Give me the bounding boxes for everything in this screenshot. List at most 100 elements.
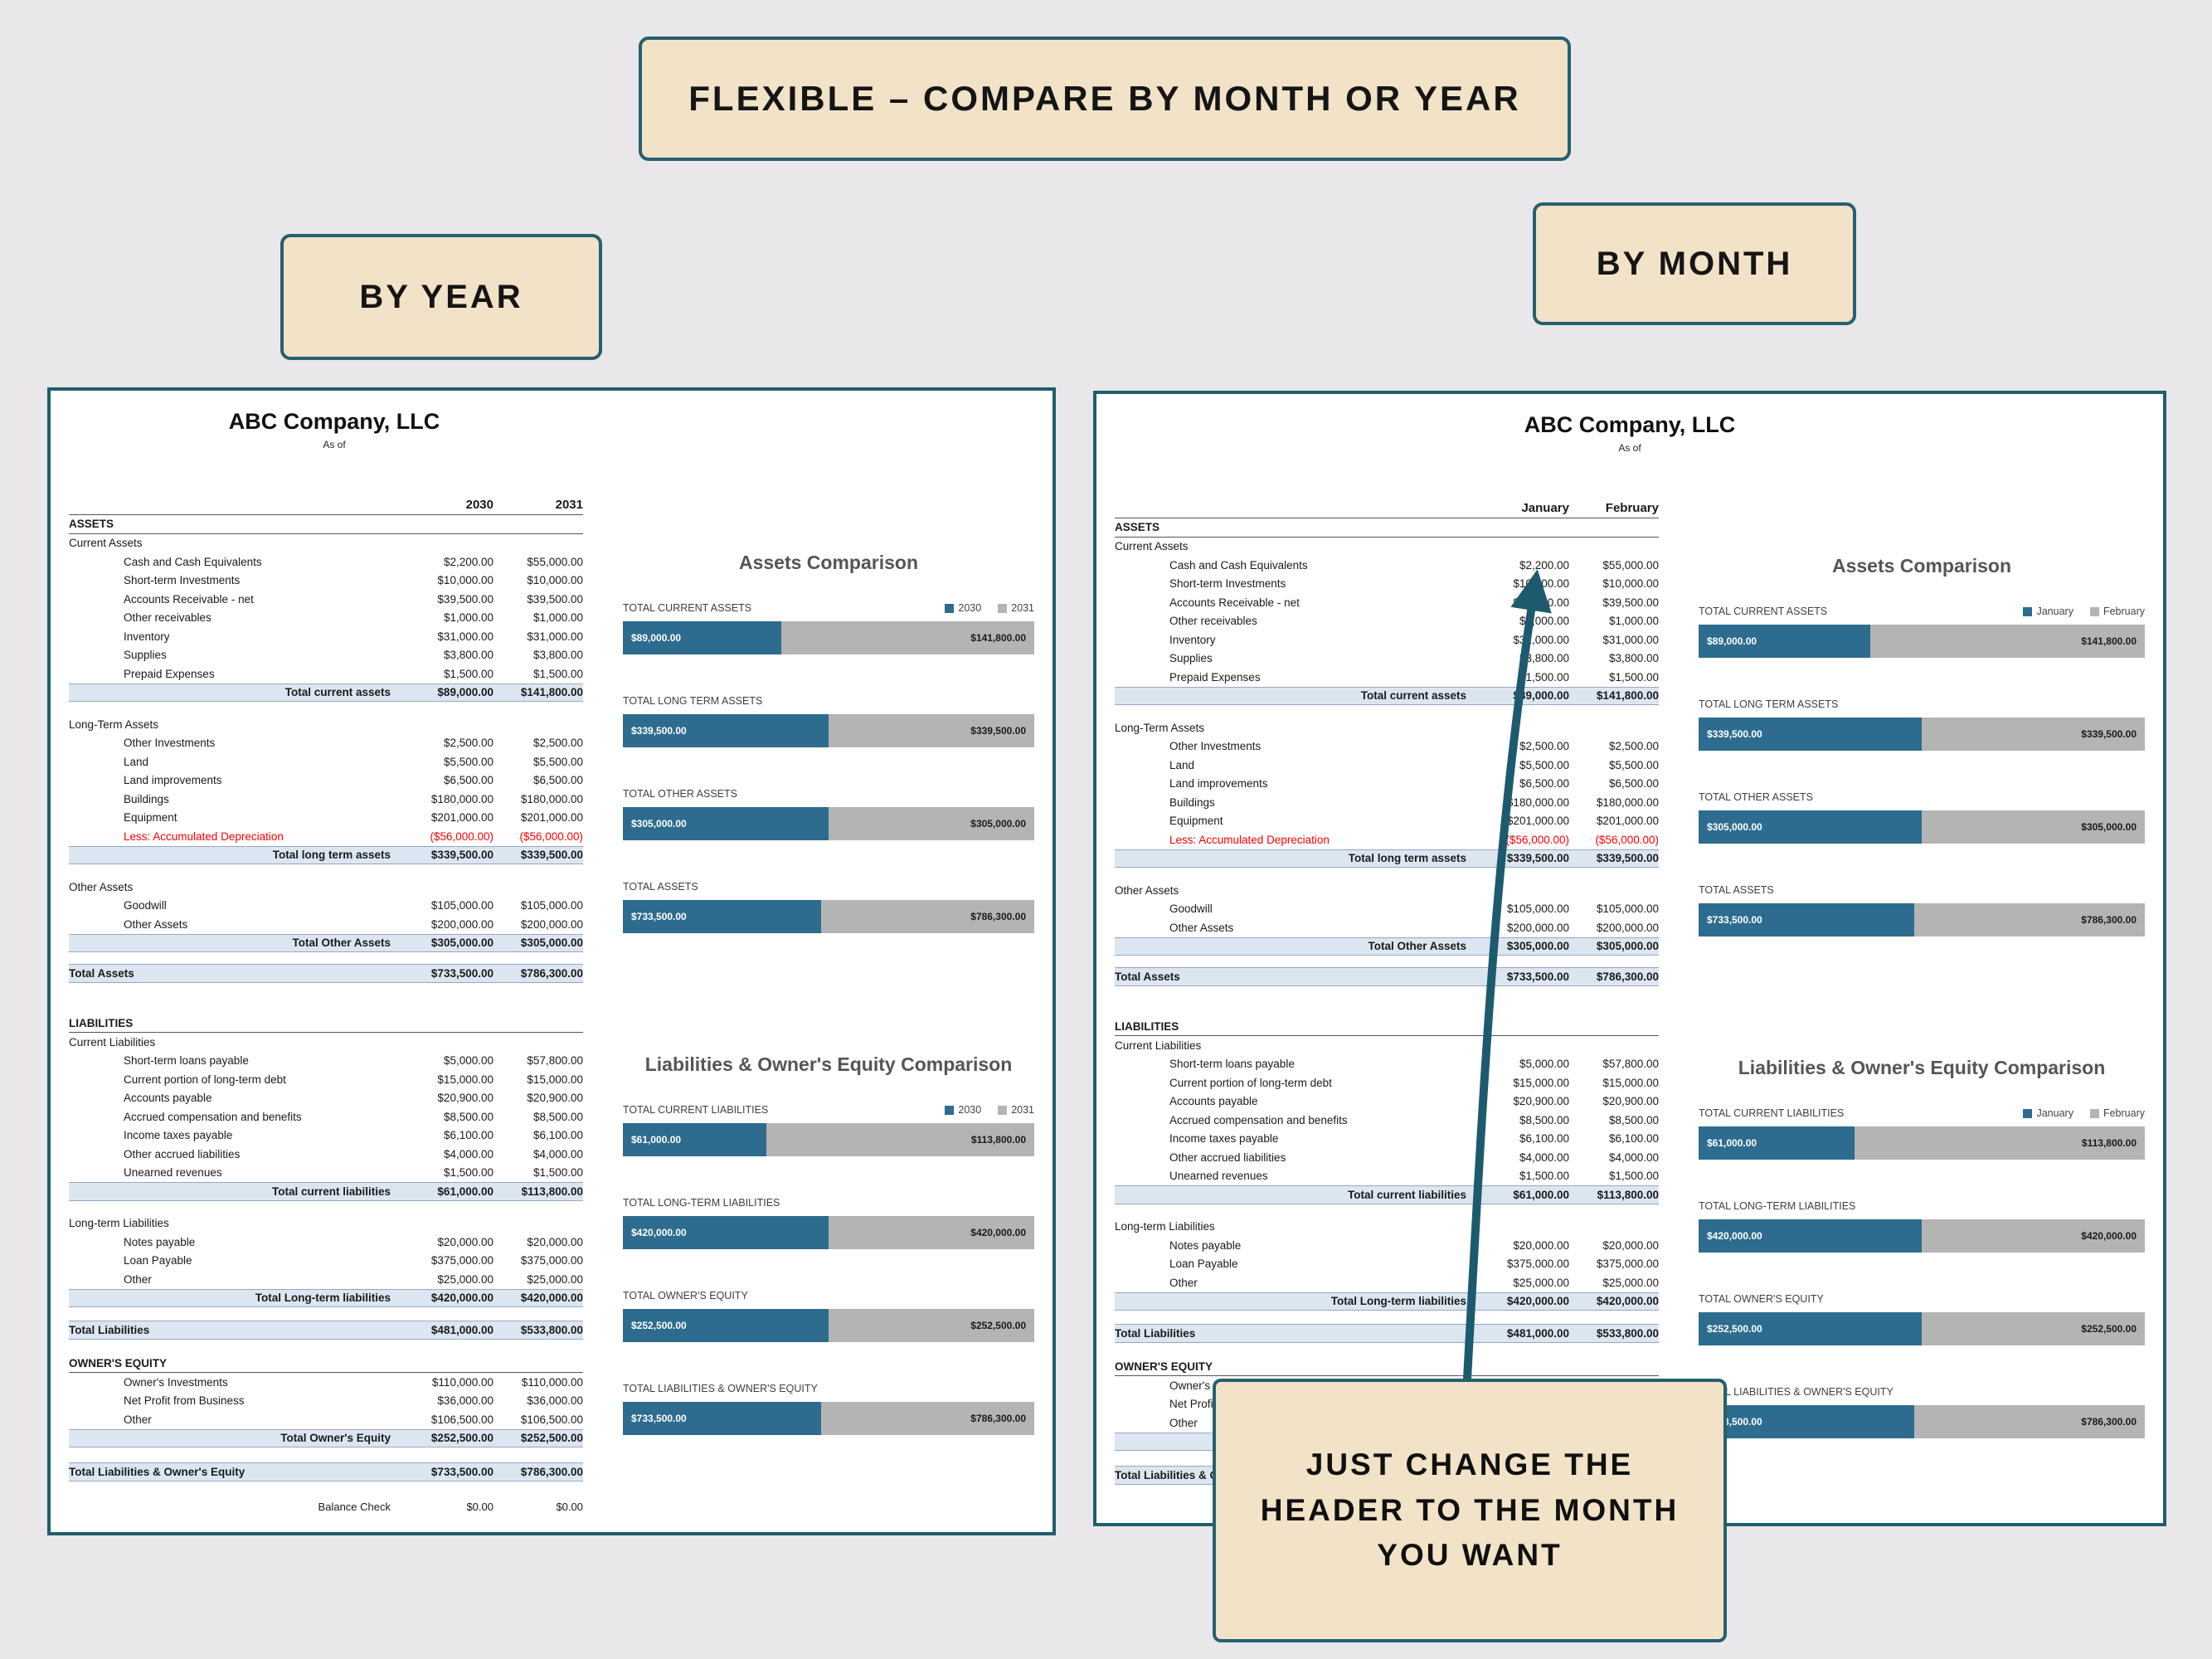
period-2-header[interactable]: February xyxy=(1605,501,1659,515)
spacer-row xyxy=(1115,956,1659,967)
bar-segment-period-2: $786,300.00 xyxy=(1913,903,2145,937)
row-label: Land improvements xyxy=(1169,777,1268,791)
spacer-row xyxy=(1115,986,1659,1018)
bar-segment-period-1: $420,000.00 xyxy=(1699,1219,1922,1253)
value-period-1: $20,900.00 xyxy=(437,1092,493,1105)
value-period-1: $6,500.00 xyxy=(443,774,493,787)
chart-legend: January February xyxy=(2023,1107,2145,1119)
callout-line: JUST CHANGE THE xyxy=(1305,1447,1634,1481)
value-period-1: $5,000.00 xyxy=(1519,1058,1569,1071)
bar-segment-period-2: $141,800.00 xyxy=(1870,625,2145,658)
table-row: Accrued compensation and benefits $8,500.… xyxy=(1115,1111,1659,1130)
stacked-bar: $252,500.00 $252,500.00 xyxy=(1699,1312,2145,1345)
period-1-header[interactable]: January xyxy=(1521,501,1569,515)
value-period-1: $39,500.00 xyxy=(1513,596,1569,609)
table-row: Other $25,000.00 $25,000.00 xyxy=(1115,1273,1659,1292)
value-period-2: $10,000.00 xyxy=(527,574,583,587)
value-period-2: $113,800.00 xyxy=(521,1185,583,1198)
value-period-2: $1,500.00 xyxy=(532,667,583,680)
balance-sheet-by-month: ABC Company, LLC As of January February … xyxy=(1093,391,2166,1526)
value-period-2: $252,500.00 xyxy=(520,1432,583,1445)
table-rows: ASSETS Current Assets Cash and Cash Equiva… xyxy=(1115,518,1659,1520)
row-label: Cash and Cash Equivalents xyxy=(124,555,262,568)
value-period-1: $420,000.00 xyxy=(1506,1295,1569,1308)
table-row: Notes payable $20,000.00 $20,000.00 xyxy=(69,1233,583,1252)
legend-swatch-icon xyxy=(945,603,955,613)
chart-legend: 2030 2031 xyxy=(945,1104,1034,1116)
legend-label: January xyxy=(2036,1107,2073,1119)
bar-segment-period-2: $339,500.00 xyxy=(1922,718,2145,751)
row-label: LIABILITIES xyxy=(69,1016,134,1029)
row-label: Accounts Receivable - net xyxy=(1169,596,1300,609)
row-label: Long-term Liabilities xyxy=(69,1217,169,1230)
value-period-1: $339,500.00 xyxy=(430,849,493,862)
row-label: Prepaid Expenses xyxy=(1169,670,1261,684)
period-1-header[interactable]: 2030 xyxy=(465,498,493,512)
assets-comparison-chart: Assets Comparison TOTAL CURRENT ASSETS Ja… xyxy=(1699,555,2145,975)
table-row: Owner's Investments $110,000.00 $110,000.0… xyxy=(69,1373,583,1392)
table-row: Income taxes payable $6,100.00 $6,100.00 xyxy=(1115,1130,1659,1149)
spacer-row xyxy=(69,1447,583,1462)
spacer-row xyxy=(69,864,583,878)
value-period-2: $420,000.00 xyxy=(1596,1295,1659,1308)
table-row: Loan Payable $375,000.00 $375,000.00 xyxy=(69,1252,583,1271)
legend-label: February xyxy=(2103,1107,2145,1119)
value-period-1: $31,000.00 xyxy=(437,630,493,643)
row-label: Total Long-term liabilities xyxy=(1330,1295,1466,1308)
value-period-1: $733,500.00 xyxy=(430,966,493,980)
table-row: Short-term Investments $10,000.00 $10,000.… xyxy=(1115,575,1659,594)
table-row: Notes payable $20,000.00 $20,000.00 xyxy=(1115,1236,1659,1255)
table-row: LIABILITIES xyxy=(1115,1018,1659,1036)
value-period-2: $15,000.00 xyxy=(1602,1076,1659,1089)
value-period-2: $201,000.00 xyxy=(520,811,583,825)
value-period-1: $8,500.00 xyxy=(443,1110,493,1123)
value-period-1: $5,500.00 xyxy=(443,755,493,768)
spacer-row xyxy=(69,1481,583,1498)
bar-segment-period-2: $141,800.00 xyxy=(781,621,1034,654)
value-period-1: $2,200.00 xyxy=(1519,558,1569,572)
chart-title: Assets Comparison xyxy=(738,552,918,573)
row-label: Long-term Liabilities xyxy=(1115,1220,1215,1233)
table-row: Total Other Assets $305,000.00 $305,000.00 xyxy=(69,933,583,952)
value-period-1: $4,000.00 xyxy=(1519,1151,1569,1164)
value-period-2: $339,500.00 xyxy=(1596,852,1659,865)
period-2-header[interactable]: 2031 xyxy=(555,498,583,512)
table-row: Short-term loans payable $5,000.00 $57,800… xyxy=(1115,1055,1659,1074)
value-period-1: $2,500.00 xyxy=(1519,740,1569,753)
spacer-row xyxy=(1115,1204,1659,1218)
table-row: Cash and Cash Equivalents $2,200.00 $55,00… xyxy=(1115,556,1659,575)
callout-line: YOU WANT xyxy=(1377,1538,1563,1573)
row-label: Income taxes payable xyxy=(124,1129,233,1142)
charts-column: Assets Comparison TOTAL CURRENT ASSETS Ja… xyxy=(1699,497,2145,1520)
chart-bar-group: TOTAL CURRENT ASSETS January February $89,0… xyxy=(1699,604,2145,658)
chart-category-label: TOTAL LIABILITIES & OWNER'S EQUITY xyxy=(623,1383,818,1394)
chart-bars: TOTAL CURRENT LIABILITIES 2030 2031 $61,000… xyxy=(623,1102,1034,1435)
value-period-2: $1,500.00 xyxy=(1608,670,1659,684)
value-period-2: $786,300.00 xyxy=(520,1465,583,1478)
chart-bar-group: TOTAL ASSETS $733,500.00 $786,300.00 xyxy=(623,879,1034,933)
value-period-1: $105,000.00 xyxy=(430,899,493,912)
value-period-2: $20,000.00 xyxy=(527,1235,583,1248)
row-label: OWNER'S EQUITY xyxy=(69,1356,167,1370)
bar-segment-period-1: $339,500.00 xyxy=(1699,718,1922,751)
value-period-1: $105,000.00 xyxy=(1506,902,1569,916)
row-label: Total Other Assets xyxy=(1368,940,1466,953)
value-period-2: $5,500.00 xyxy=(532,755,583,768)
row-label: Balance Check xyxy=(318,1501,391,1514)
assets-comparison-chart: Assets Comparison TOTAL CURRENT ASSETS 20… xyxy=(623,552,1034,972)
row-label: Equipment xyxy=(124,811,177,825)
value-period-1: $420,000.00 xyxy=(430,1292,493,1305)
table-row: Land $5,500.00 $5,500.00 xyxy=(69,752,583,771)
value-period-2: $339,500.00 xyxy=(520,849,583,862)
legend-label: 2031 xyxy=(1011,602,1034,614)
value-period-2: $5,500.00 xyxy=(1608,758,1659,771)
value-period-2: $113,800.00 xyxy=(1597,1188,1659,1201)
value-period-1: $200,000.00 xyxy=(1506,921,1569,934)
value-period-1: $3,800.00 xyxy=(443,649,493,662)
row-label: Other Investments xyxy=(124,737,216,750)
value-period-2: $2,500.00 xyxy=(532,737,583,750)
row-label: Short-term loans payable xyxy=(124,1054,249,1068)
chart-category-label: TOTAL OTHER ASSETS xyxy=(623,788,737,800)
legend-item: 2031 xyxy=(998,602,1034,614)
